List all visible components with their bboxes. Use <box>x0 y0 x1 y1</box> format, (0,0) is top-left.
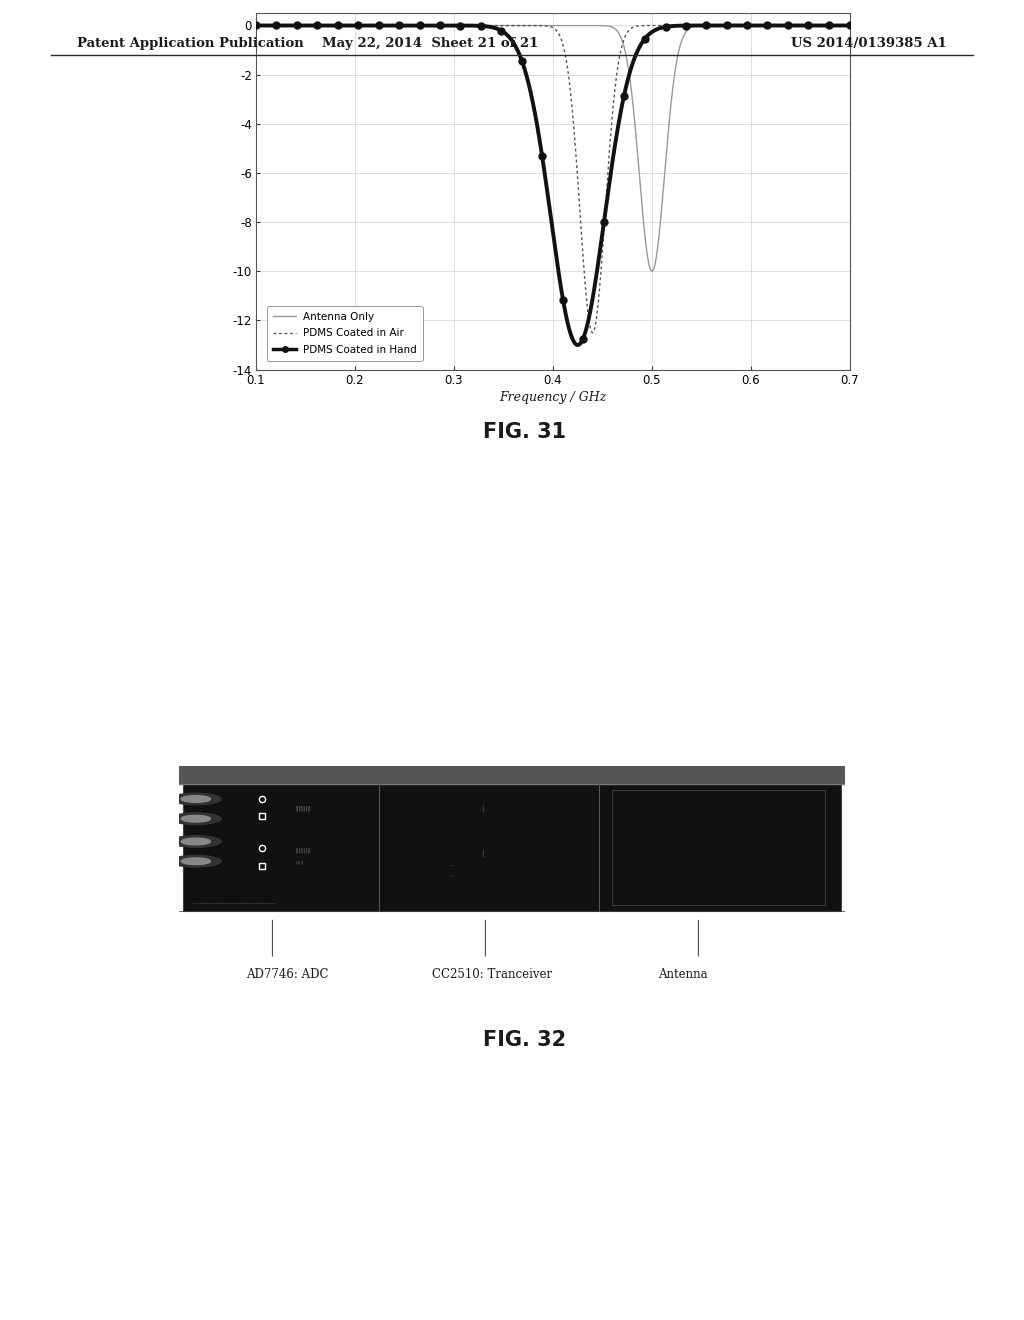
Text: Antenna: Antenna <box>658 969 708 981</box>
Text: FIG. 31: FIG. 31 <box>482 422 566 442</box>
X-axis label: Frequency / GHz: Frequency / GHz <box>500 391 606 404</box>
Text: CC2510: Tranceiver: CC2510: Tranceiver <box>432 969 552 981</box>
Bar <box>179 766 845 784</box>
Circle shape <box>181 816 211 822</box>
Bar <box>611 789 824 906</box>
Circle shape <box>181 838 211 845</box>
Text: ...: ... <box>450 873 455 878</box>
Text: ...: ... <box>450 862 455 867</box>
Text: AD7746: ADC: AD7746: ADC <box>246 969 329 981</box>
Text: May 22, 2014  Sheet 21 of 21: May 22, 2014 Sheet 21 of 21 <box>322 37 539 50</box>
Text: |||||||||: ||||||||| <box>296 847 311 853</box>
Text: ───────────────────────────────────────────────────: ────────────────────────────────────────… <box>193 902 275 906</box>
Circle shape <box>171 855 221 867</box>
Circle shape <box>171 813 221 825</box>
Text: |: | <box>481 850 483 857</box>
Circle shape <box>181 858 211 865</box>
Circle shape <box>171 836 221 847</box>
Circle shape <box>181 796 211 803</box>
Text: |||||||||: ||||||||| <box>296 805 311 810</box>
Legend: Antenna Only, PDMS Coated in Air, PDMS Coated in Hand: Antenna Only, PDMS Coated in Air, PDMS C… <box>267 306 423 360</box>
Text: FIG. 32: FIG. 32 <box>482 1030 566 1049</box>
Text: .: . <box>724 878 726 882</box>
Text: ||||||: |||||| <box>296 861 304 865</box>
Bar <box>182 784 842 911</box>
Text: |: | <box>481 805 483 812</box>
Text: US 2014/0139385 A1: US 2014/0139385 A1 <box>792 37 947 50</box>
Text: Patent Application Publication: Patent Application Publication <box>77 37 303 50</box>
Circle shape <box>171 793 221 805</box>
